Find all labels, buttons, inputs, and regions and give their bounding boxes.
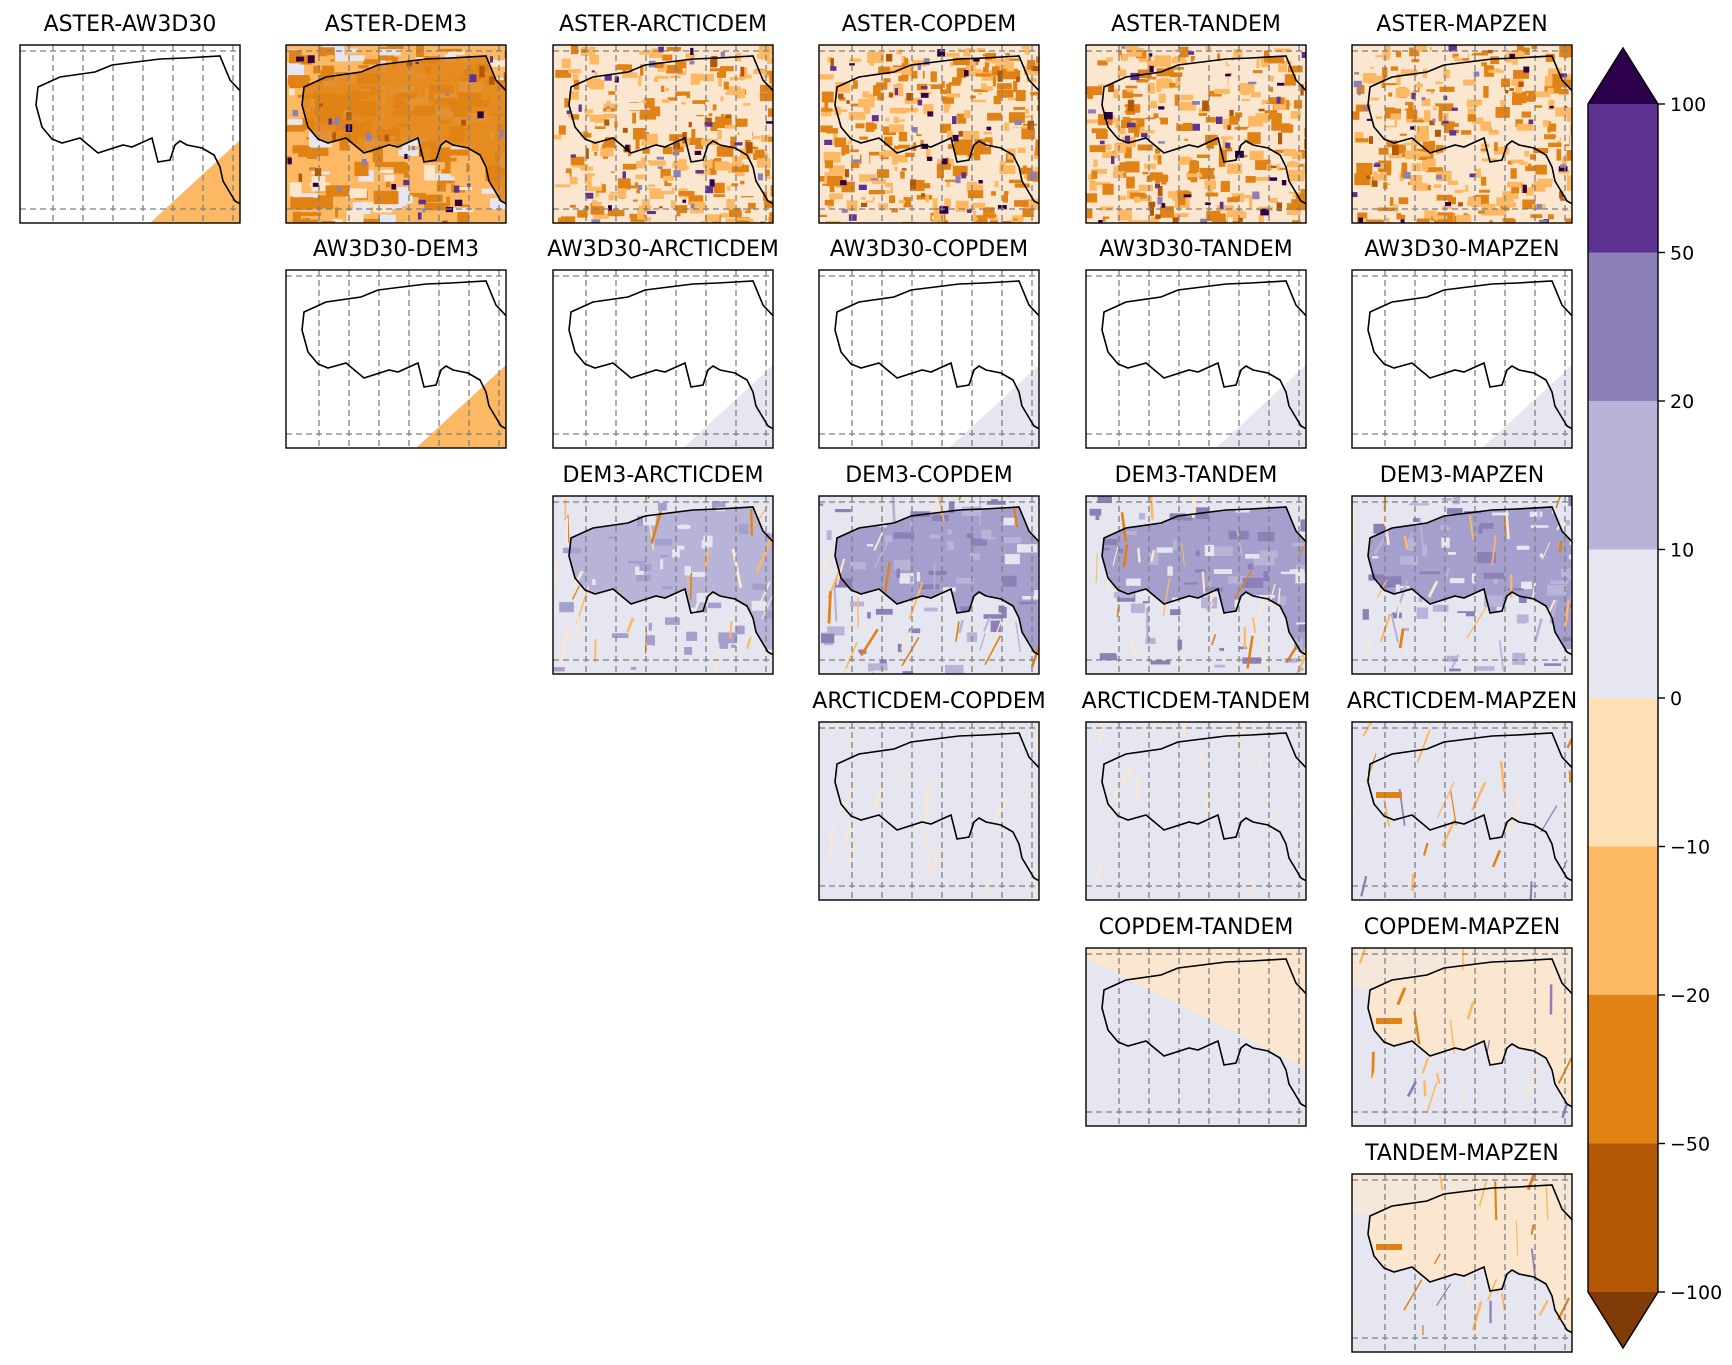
- panel-copdem-tandem: COPDEM-TANDEM: [1085, 915, 1307, 1127]
- colorbar-tick-label: 50: [1670, 243, 1694, 265]
- colorbar-tick-label: 0: [1670, 688, 1682, 710]
- panel-title: DEM3-TANDEM: [1115, 463, 1278, 488]
- panel-title: DEM3-COPDEM: [845, 463, 1013, 488]
- panel-title: TANDEM-MAPZEN: [1364, 1141, 1559, 1166]
- colorbar-segment: [1588, 995, 1658, 1144]
- panel-dem3-arcticdem: DEM3-ARCTICDEM: [552, 463, 774, 675]
- panel-title: ASTER-COPDEM: [842, 12, 1016, 37]
- panel-title: DEM3-MAPZEN: [1380, 463, 1544, 488]
- colorbar-tick-label: 10: [1670, 540, 1694, 562]
- panel-title: AW3D30-DEM3: [313, 237, 479, 262]
- panel-aw3d30-copdem: AW3D30-COPDEM: [818, 237, 1040, 449]
- colorbar-segment: [1588, 252, 1658, 401]
- panel-title: ARCTICDEM-MAPZEN: [1347, 689, 1577, 714]
- panel-title: ASTER-ARCTICDEM: [559, 12, 767, 37]
- panel-aster-aw3d30: ASTER-AW3D30: [19, 12, 241, 224]
- panel-title: COPDEM-TANDEM: [1099, 915, 1294, 940]
- panel-title: AW3D30-MAPZEN: [1364, 237, 1559, 262]
- colorbar-extend-low: [1588, 1292, 1658, 1348]
- colorbar-extend-high: [1588, 48, 1658, 104]
- panel-title: ASTER-AW3D30: [44, 12, 217, 37]
- colorbar-segment: [1588, 401, 1658, 550]
- panel-aw3d30-mapzen: AW3D30-MAPZEN: [1351, 237, 1573, 449]
- panel-title: ASTER-DEM3: [325, 12, 468, 37]
- colorbar-tick-label: −10: [1670, 837, 1710, 859]
- panel-aw3d30-dem3: AW3D30-DEM3: [285, 237, 507, 449]
- panel-title: AW3D30-TANDEM: [1099, 237, 1293, 262]
- panel-aw3d30-tandem: AW3D30-TANDEM: [1085, 237, 1307, 449]
- panel-aster-tandem: ASTER-TANDEM: [1085, 12, 1307, 224]
- colorbar-segment: [1588, 846, 1658, 995]
- panel-arcticdem-copdem: ARCTICDEM-COPDEM: [812, 689, 1046, 901]
- colorbar-segment: [1588, 698, 1658, 847]
- panel-dem3-copdem: DEM3-COPDEM: [818, 463, 1040, 675]
- panel-tandem-mapzen: TANDEM-MAPZEN: [1351, 1141, 1573, 1353]
- panel-title: ARCTICDEM-COPDEM: [812, 689, 1045, 714]
- panel-title: AW3D30-COPDEM: [830, 237, 1028, 262]
- panel-aster-copdem: ASTER-COPDEM: [818, 12, 1040, 224]
- panel-title: ASTER-TANDEM: [1111, 12, 1281, 37]
- panel-arcticdem-mapzen: ARCTICDEM-MAPZEN: [1347, 689, 1577, 901]
- colorbar-tick-label: 20: [1670, 391, 1694, 413]
- panel-title: AW3D30-ARCTICDEM: [547, 237, 779, 262]
- colorbar-tick-label: −20: [1670, 985, 1710, 1007]
- panel-aster-dem3: ASTER-DEM3: [285, 12, 507, 224]
- panel-aw3d30-arcticdem: AW3D30-ARCTICDEM: [547, 237, 779, 449]
- colorbar-segment: [1588, 104, 1658, 253]
- colorbar-tick-label: −50: [1670, 1134, 1710, 1156]
- panel-title: ARCTICDEM-TANDEM: [1082, 689, 1311, 714]
- panel-copdem-mapzen: COPDEM-MAPZEN: [1351, 915, 1573, 1127]
- panel-title: COPDEM-MAPZEN: [1364, 915, 1560, 940]
- panel-arcticdem-tandem: ARCTICDEM-TANDEM: [1082, 689, 1311, 901]
- panel-dem3-mapzen: DEM3-MAPZEN: [1351, 463, 1573, 675]
- panel-title: DEM3-ARCTICDEM: [563, 463, 764, 488]
- panel-aster-mapzen: ASTER-MAPZEN: [1351, 12, 1573, 224]
- panel-dem3-tandem: DEM3-TANDEM: [1085, 463, 1307, 675]
- colorbar-segment: [1588, 549, 1658, 698]
- colorbar-tick-label: 100: [1670, 94, 1706, 116]
- colorbar-tick-label: −100: [1670, 1282, 1722, 1304]
- panel-title: ASTER-MAPZEN: [1376, 12, 1547, 37]
- colorbar-segment: [1588, 1143, 1658, 1292]
- panel-aster-arcticdem: ASTER-ARCTICDEM: [552, 12, 774, 224]
